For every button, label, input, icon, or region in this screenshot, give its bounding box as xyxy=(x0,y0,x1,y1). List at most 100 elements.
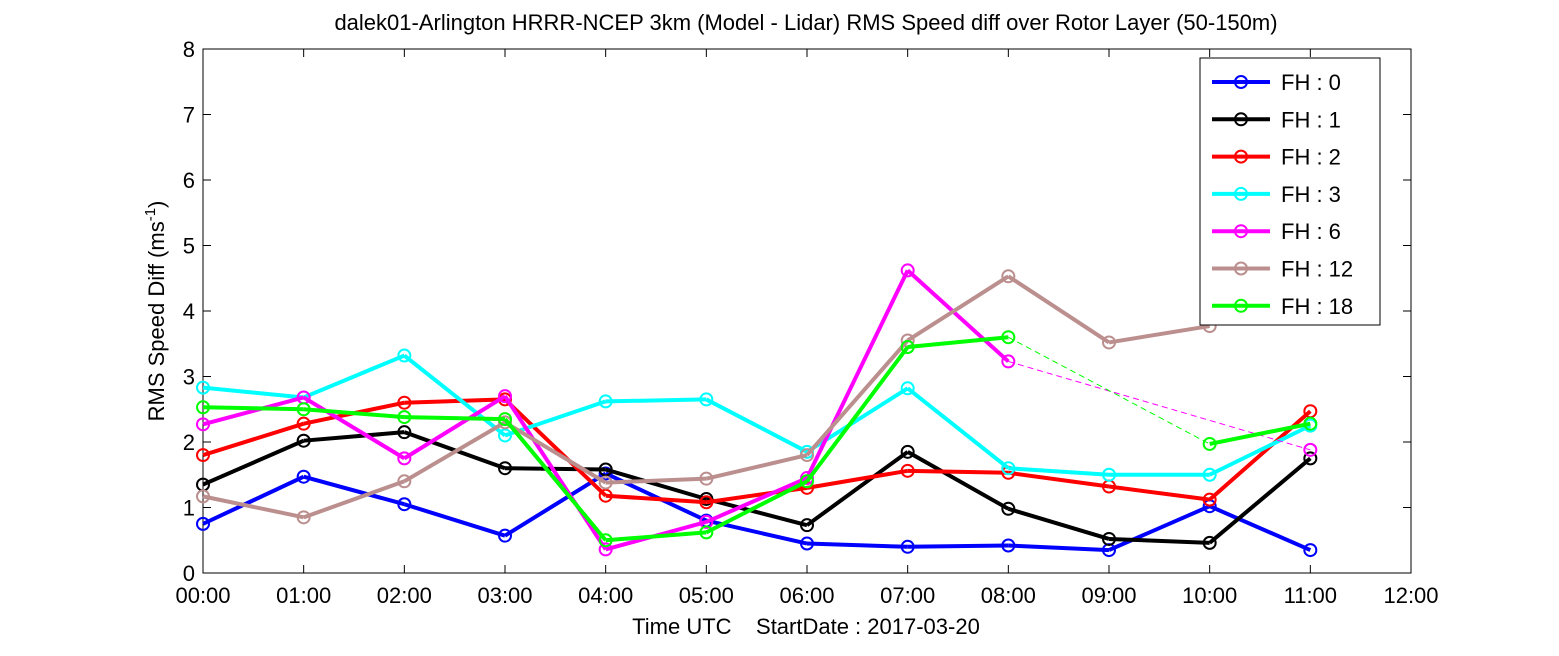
data-point xyxy=(1102,335,1116,350)
series-fh3 xyxy=(196,348,1318,482)
legend-label: FH : 0 xyxy=(1281,70,1341,95)
x-tick-label: 08:00 xyxy=(981,583,1036,608)
data-point xyxy=(1001,461,1016,476)
data-point xyxy=(196,448,210,463)
data-point xyxy=(699,471,714,486)
series-segment xyxy=(906,386,1010,470)
series-segment xyxy=(403,353,507,438)
data-point xyxy=(397,474,412,489)
series-segment xyxy=(404,397,506,405)
data-point xyxy=(196,400,210,415)
legend-label: FH : 6 xyxy=(1281,219,1341,244)
x-tick-label: 05:00 xyxy=(679,583,734,608)
series-segment xyxy=(1008,543,1110,553)
series-fh0 xyxy=(196,466,1318,558)
data-point xyxy=(196,489,210,504)
series-segment xyxy=(1108,484,1210,502)
series-segment xyxy=(705,476,808,524)
x-tick-label: 09:00 xyxy=(1081,583,1136,608)
legend-marker xyxy=(1234,149,1248,164)
y-tick-label: 2 xyxy=(183,430,195,455)
x-axis: 00:00 01:00 02:00 03:00 04:00 05:00 06:00 07:00… xyxy=(175,49,1439,608)
y-tick-label: 6 xyxy=(183,168,195,193)
x-tick-label: 10:00 xyxy=(1182,583,1237,608)
legend-item: FH : 1 xyxy=(1212,107,1341,132)
series-segment xyxy=(1108,504,1211,552)
series-segment xyxy=(503,471,607,538)
x-tick-label: 02:00 xyxy=(377,583,432,608)
data-point xyxy=(598,475,613,490)
series-segment xyxy=(404,415,506,422)
series-gap-segment xyxy=(1008,336,1210,445)
series-fh12 xyxy=(196,269,1217,525)
series-segment xyxy=(303,474,405,507)
series-segment xyxy=(1007,506,1110,541)
series-segment xyxy=(907,335,1009,350)
series-segment xyxy=(605,493,707,505)
data-point xyxy=(498,389,512,404)
data-point xyxy=(900,463,915,478)
data-point xyxy=(196,516,210,531)
data-point xyxy=(800,448,814,463)
series-segment xyxy=(907,468,1009,475)
data-point xyxy=(1001,269,1016,284)
x-tick-label: 01:00 xyxy=(276,583,331,608)
series-segment xyxy=(705,479,808,535)
series-segment xyxy=(403,394,507,461)
data-point xyxy=(900,263,915,278)
series-segment xyxy=(202,385,304,400)
data-point xyxy=(1202,499,1217,514)
data-point xyxy=(800,518,814,533)
legend: FH : 0 FH : 1 FH : 2 FH : 3 FH : 6 FH : 12 FH … xyxy=(1199,57,1381,326)
series-segment xyxy=(705,397,808,454)
series-segment xyxy=(1007,274,1111,345)
data-point xyxy=(1202,436,1217,451)
series-fh1 xyxy=(196,425,1318,550)
series-segment xyxy=(202,494,305,520)
data-point xyxy=(296,469,311,484)
series-segment xyxy=(805,339,910,457)
x-tick-label: 12:00 xyxy=(1383,583,1438,608)
data-point xyxy=(1001,330,1016,345)
series-segment xyxy=(202,395,305,427)
x-tick-label: 00:00 xyxy=(175,583,230,608)
series-segment xyxy=(303,430,405,443)
data-point xyxy=(1001,538,1016,553)
data-point xyxy=(1303,442,1318,457)
data-point xyxy=(1202,467,1217,482)
series-segment xyxy=(403,420,507,484)
data-point xyxy=(598,462,613,477)
data-point xyxy=(1102,531,1116,546)
series-segment xyxy=(705,497,808,528)
data-point xyxy=(397,410,412,425)
y-tick-label: 8 xyxy=(183,37,195,62)
series-segment xyxy=(503,397,608,498)
series-segment xyxy=(302,479,406,520)
y-tick-label: 5 xyxy=(183,234,195,259)
series-segment xyxy=(403,502,506,538)
y-tick-label: 7 xyxy=(183,103,195,128)
data-point xyxy=(900,444,915,459)
x-tick-label: 07:00 xyxy=(880,583,935,608)
legend-marker xyxy=(1234,112,1248,127)
data-point xyxy=(498,428,512,443)
legend-label: FH : 3 xyxy=(1281,182,1341,207)
series-segment xyxy=(303,407,405,420)
legend-item: FH : 2 xyxy=(1212,145,1341,170)
series-segment xyxy=(1108,536,1210,545)
legend-marker xyxy=(1234,261,1248,276)
data-point xyxy=(196,417,210,432)
y-tick-label: 1 xyxy=(183,496,195,521)
series-segment xyxy=(1209,421,1311,446)
data-point xyxy=(498,412,512,427)
data-point xyxy=(598,488,613,503)
data-point xyxy=(498,528,512,543)
series-segment xyxy=(202,474,305,526)
data-point xyxy=(900,539,915,554)
data-point xyxy=(699,525,714,540)
data-point xyxy=(397,451,412,466)
series-segment xyxy=(605,476,707,485)
legend-label: FH : 18 xyxy=(1281,294,1353,319)
data-point xyxy=(598,466,613,481)
